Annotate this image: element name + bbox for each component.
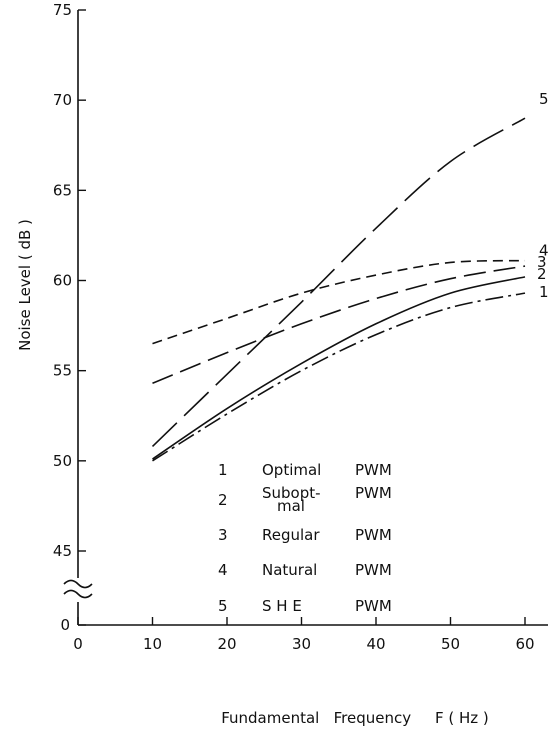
y-tick-label: 45 [53,542,72,560]
legend-number: 5 [218,597,228,615]
legend-label-line: mal [277,497,305,515]
legend-suffix: PWM [355,597,392,615]
y-tick-label: 65 [53,181,72,199]
legend-suffix: PWM [355,484,392,502]
series-line-2 [152,276,526,460]
series-line-3 [152,265,526,385]
curve-label-3: 3 [537,253,547,271]
legend-label: Subopt-mal [262,484,321,515]
legend-number: 4 [218,561,228,579]
x-tick-label: 40 [366,635,385,653]
x-axis-label: Fundamental Frequency F ( Hz ) [221,709,489,727]
y-axis-label: Noise Level ( dB ) [16,219,34,351]
curve-label-5: 5 [539,90,549,108]
legend-label-line: Regular [262,526,320,544]
y-tick-label: 60 [53,272,72,290]
series-line-5 [151,117,526,447]
axes [63,10,548,626]
y-tick-label: 55 [53,362,72,380]
x-tick-label: 20 [217,635,236,653]
x-tick-label: 10 [143,635,162,653]
legend-label-line: Optimal [262,461,321,479]
x-tick-label: 30 [292,635,311,653]
x-tick-label: 0 [73,635,83,653]
legend-label-line: Subopt- [262,484,321,502]
legend-label-line: S H E [262,597,302,615]
series-lines [151,117,526,462]
legend-suffix: PWM [355,526,392,544]
legend-label: S H E [262,597,302,615]
legend-label-line: Natural [262,561,317,579]
x-tick-label: 60 [515,635,534,653]
series-line-1 [152,292,526,462]
series-line-4 [152,259,526,345]
legend-label: Natural [262,561,317,579]
legend-number: 2 [218,491,228,509]
y-tick-label: 0 [60,616,70,634]
legend-label: Optimal [262,461,321,479]
legend-suffix: PWM [355,461,392,479]
y-axis-break-mark-lower [63,589,93,599]
y-tick-label: 50 [53,452,72,470]
curve-label-2: 2 [537,265,547,283]
curve-label-1: 1 [539,283,549,301]
legend-number: 1 [218,461,228,479]
y-tick-label: 70 [53,91,72,109]
legend: 1 Optimal PWM 2 Subopt-mal PWM 3 Regular PWM 4 Nat… [218,461,392,615]
legend-number: 3 [218,526,228,544]
y-axis-break-mark-upper [63,579,93,589]
legend-suffix: PWM [355,561,392,579]
curve-label-4: 4 [539,242,549,260]
x-tick-label: 50 [441,635,460,653]
y-tick-label: 75 [53,1,72,19]
legend-label: Regular [262,526,320,544]
